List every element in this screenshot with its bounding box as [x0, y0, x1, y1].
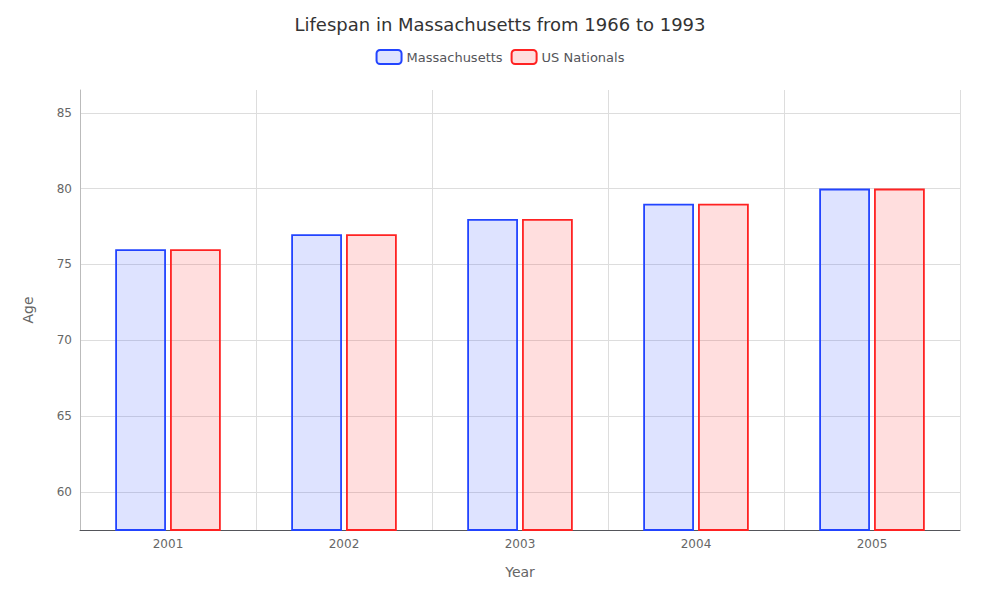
- svg-text:70: 70: [57, 333, 72, 347]
- svg-text:2003: 2003: [505, 537, 536, 551]
- svg-text:2005: 2005: [857, 537, 888, 551]
- svg-text:Year: Year: [504, 564, 535, 580]
- svg-text:2004: 2004: [681, 537, 712, 551]
- svg-text:Age: Age: [20, 296, 36, 323]
- svg-text:Lifespan in Massachusetts from: Lifespan in Massachusetts from 1966 to 1…: [294, 14, 705, 35]
- svg-text:75: 75: [57, 257, 72, 271]
- svg-text:60: 60: [57, 485, 72, 499]
- svg-text:65: 65: [57, 409, 72, 423]
- svg-text:80: 80: [57, 182, 72, 196]
- svg-text:US Nationals: US Nationals: [542, 50, 625, 65]
- svg-text:2002: 2002: [329, 537, 360, 551]
- svg-text:2001: 2001: [153, 537, 184, 551]
- svg-text:85: 85: [57, 106, 72, 120]
- svg-text:Massachusetts: Massachusetts: [407, 50, 503, 65]
